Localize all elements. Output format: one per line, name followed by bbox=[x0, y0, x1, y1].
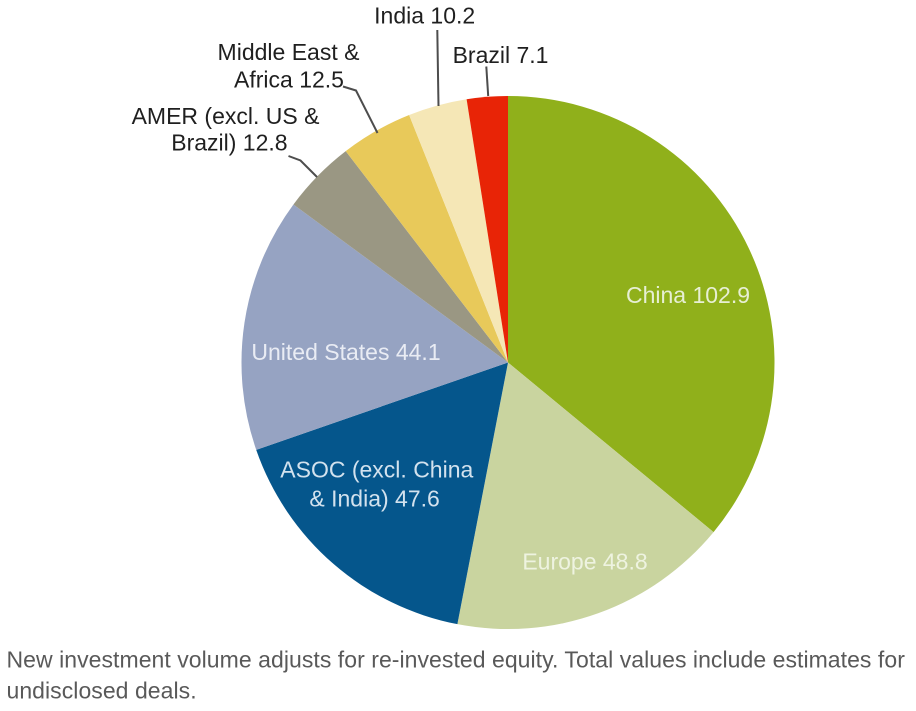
svg-text:New investment volume adjusts: New investment volume adjusts for re-inv… bbox=[7, 647, 906, 673]
svg-text:Europe 48.8: Europe 48.8 bbox=[522, 548, 647, 574]
svg-text:China 102.9: China 102.9 bbox=[626, 282, 750, 308]
svg-text:Africa 12.5: Africa 12.5 bbox=[234, 66, 344, 92]
svg-text:United States 44.1: United States 44.1 bbox=[251, 339, 440, 365]
svg-text:& India) 47.6: & India) 47.6 bbox=[309, 485, 439, 511]
svg-text:ASOC (excl. China: ASOC (excl. China bbox=[280, 456, 473, 482]
svg-text:undisclosed deals.: undisclosed deals. bbox=[7, 678, 197, 704]
svg-text:India 10.2: India 10.2 bbox=[374, 2, 475, 28]
svg-text:Brazil 7.1: Brazil 7.1 bbox=[453, 42, 549, 68]
svg-text:Brazil) 12.8: Brazil) 12.8 bbox=[171, 130, 287, 156]
svg-text:AMER (excl. US &: AMER (excl. US & bbox=[132, 103, 320, 129]
svg-text:Middle East &: Middle East & bbox=[218, 39, 360, 65]
